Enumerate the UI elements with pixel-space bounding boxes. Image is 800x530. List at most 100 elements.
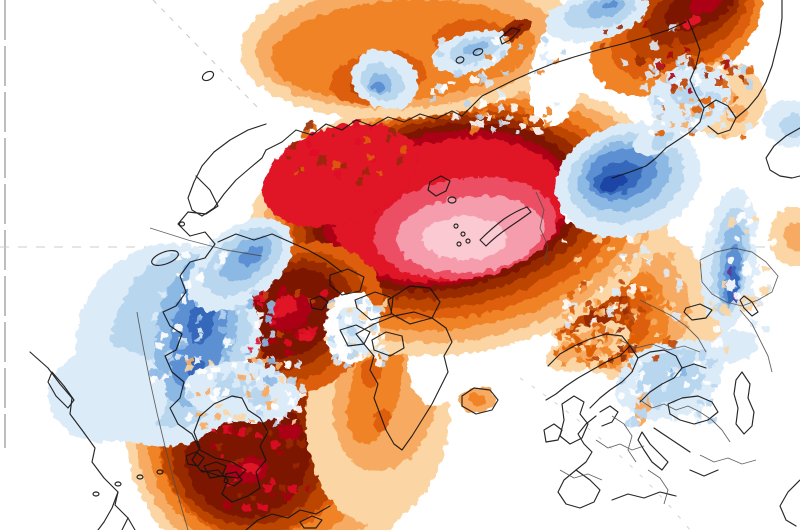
speckle xyxy=(218,454,223,459)
speckle xyxy=(150,375,158,383)
speckle xyxy=(627,235,634,243)
speckle xyxy=(501,42,508,49)
speckle xyxy=(361,328,368,335)
border-na-west-arc xyxy=(136,311,189,530)
coastline-caspian-sea xyxy=(733,371,755,435)
speckle xyxy=(482,65,488,71)
speckle xyxy=(288,145,293,150)
speckle xyxy=(262,338,269,346)
speckle xyxy=(362,350,369,357)
speckle xyxy=(747,343,752,349)
speckle xyxy=(662,336,670,345)
speckle xyxy=(307,141,314,147)
speckle xyxy=(635,376,643,383)
speckle xyxy=(371,324,376,329)
speckle xyxy=(634,292,640,297)
speckle xyxy=(492,57,497,62)
speckle xyxy=(329,302,336,309)
speckle xyxy=(242,359,249,366)
speckle xyxy=(710,68,715,73)
speckle xyxy=(574,346,581,353)
coastline-adriatic-balkan-coast xyxy=(653,427,691,453)
speckle xyxy=(658,366,665,372)
speckle xyxy=(708,364,713,369)
speckle xyxy=(608,360,617,368)
speckle xyxy=(292,420,298,426)
speckle xyxy=(595,309,603,317)
speckle xyxy=(437,39,446,47)
speckle xyxy=(635,388,640,393)
speckle xyxy=(595,256,603,264)
speckle xyxy=(178,338,186,346)
speckle xyxy=(583,339,590,345)
speckle xyxy=(752,216,758,222)
coastline-franz-josef-3 xyxy=(456,241,462,247)
speckle xyxy=(197,412,202,416)
coastline-great-lake-1 xyxy=(185,451,205,467)
speckle xyxy=(288,376,296,384)
speckle xyxy=(568,307,575,314)
speckle xyxy=(225,407,230,413)
speckle xyxy=(661,105,666,109)
speckle xyxy=(241,345,250,353)
speckle xyxy=(713,326,720,333)
speckle xyxy=(657,107,664,114)
speckle xyxy=(199,377,206,384)
speckle xyxy=(600,309,606,315)
coastline-baja-peninsula xyxy=(97,491,119,530)
speckle xyxy=(655,333,660,338)
graticule-meridian-diag-topleft xyxy=(152,0,263,113)
speckle xyxy=(328,338,336,347)
coastline-ireland-outline xyxy=(543,423,563,443)
speckle xyxy=(449,80,454,85)
speckle xyxy=(584,280,592,287)
speckle xyxy=(294,405,302,412)
anomaly-band-topright-cold-4 xyxy=(601,0,619,10)
speckle xyxy=(638,55,646,63)
speckle xyxy=(543,42,548,47)
speckle xyxy=(748,336,756,344)
speckle-zone-kara-noise xyxy=(285,120,408,185)
graticule-parallel-arc-bottomright xyxy=(519,377,691,530)
speckle xyxy=(694,76,700,83)
speckle xyxy=(400,146,408,154)
border-ural-line xyxy=(535,191,549,263)
speckle xyxy=(230,332,237,340)
speckle xyxy=(256,351,265,359)
speckle xyxy=(676,287,682,293)
speckle xyxy=(177,272,183,278)
speckle xyxy=(706,65,713,72)
coastline-franz-josef-2 xyxy=(460,231,466,237)
speckle xyxy=(498,121,504,126)
speckle xyxy=(469,75,477,83)
coastline-black-sea xyxy=(667,395,719,425)
speckle xyxy=(228,338,235,344)
coastline-italy-boot xyxy=(637,431,669,471)
speckle xyxy=(641,382,647,388)
speckle xyxy=(679,359,686,366)
speckle xyxy=(312,124,318,131)
speckle xyxy=(367,154,374,161)
speckle xyxy=(479,109,487,117)
speckle xyxy=(700,71,706,77)
speckle xyxy=(679,352,685,358)
speckle xyxy=(560,329,565,335)
speckle xyxy=(596,340,601,345)
speckle xyxy=(669,123,675,128)
speckle xyxy=(627,363,632,369)
speckle xyxy=(564,322,571,329)
speckle xyxy=(715,77,723,85)
speckle xyxy=(273,420,279,427)
speckle xyxy=(581,285,587,292)
speckle xyxy=(646,288,651,293)
speckle xyxy=(266,301,274,309)
speckle xyxy=(633,235,642,244)
speckle xyxy=(250,417,255,423)
speckle xyxy=(194,316,201,322)
speckle xyxy=(569,332,576,339)
speckle xyxy=(587,356,593,362)
speckle xyxy=(652,246,660,254)
speckle xyxy=(734,236,740,242)
speckle xyxy=(717,75,722,80)
speckle xyxy=(376,358,383,365)
